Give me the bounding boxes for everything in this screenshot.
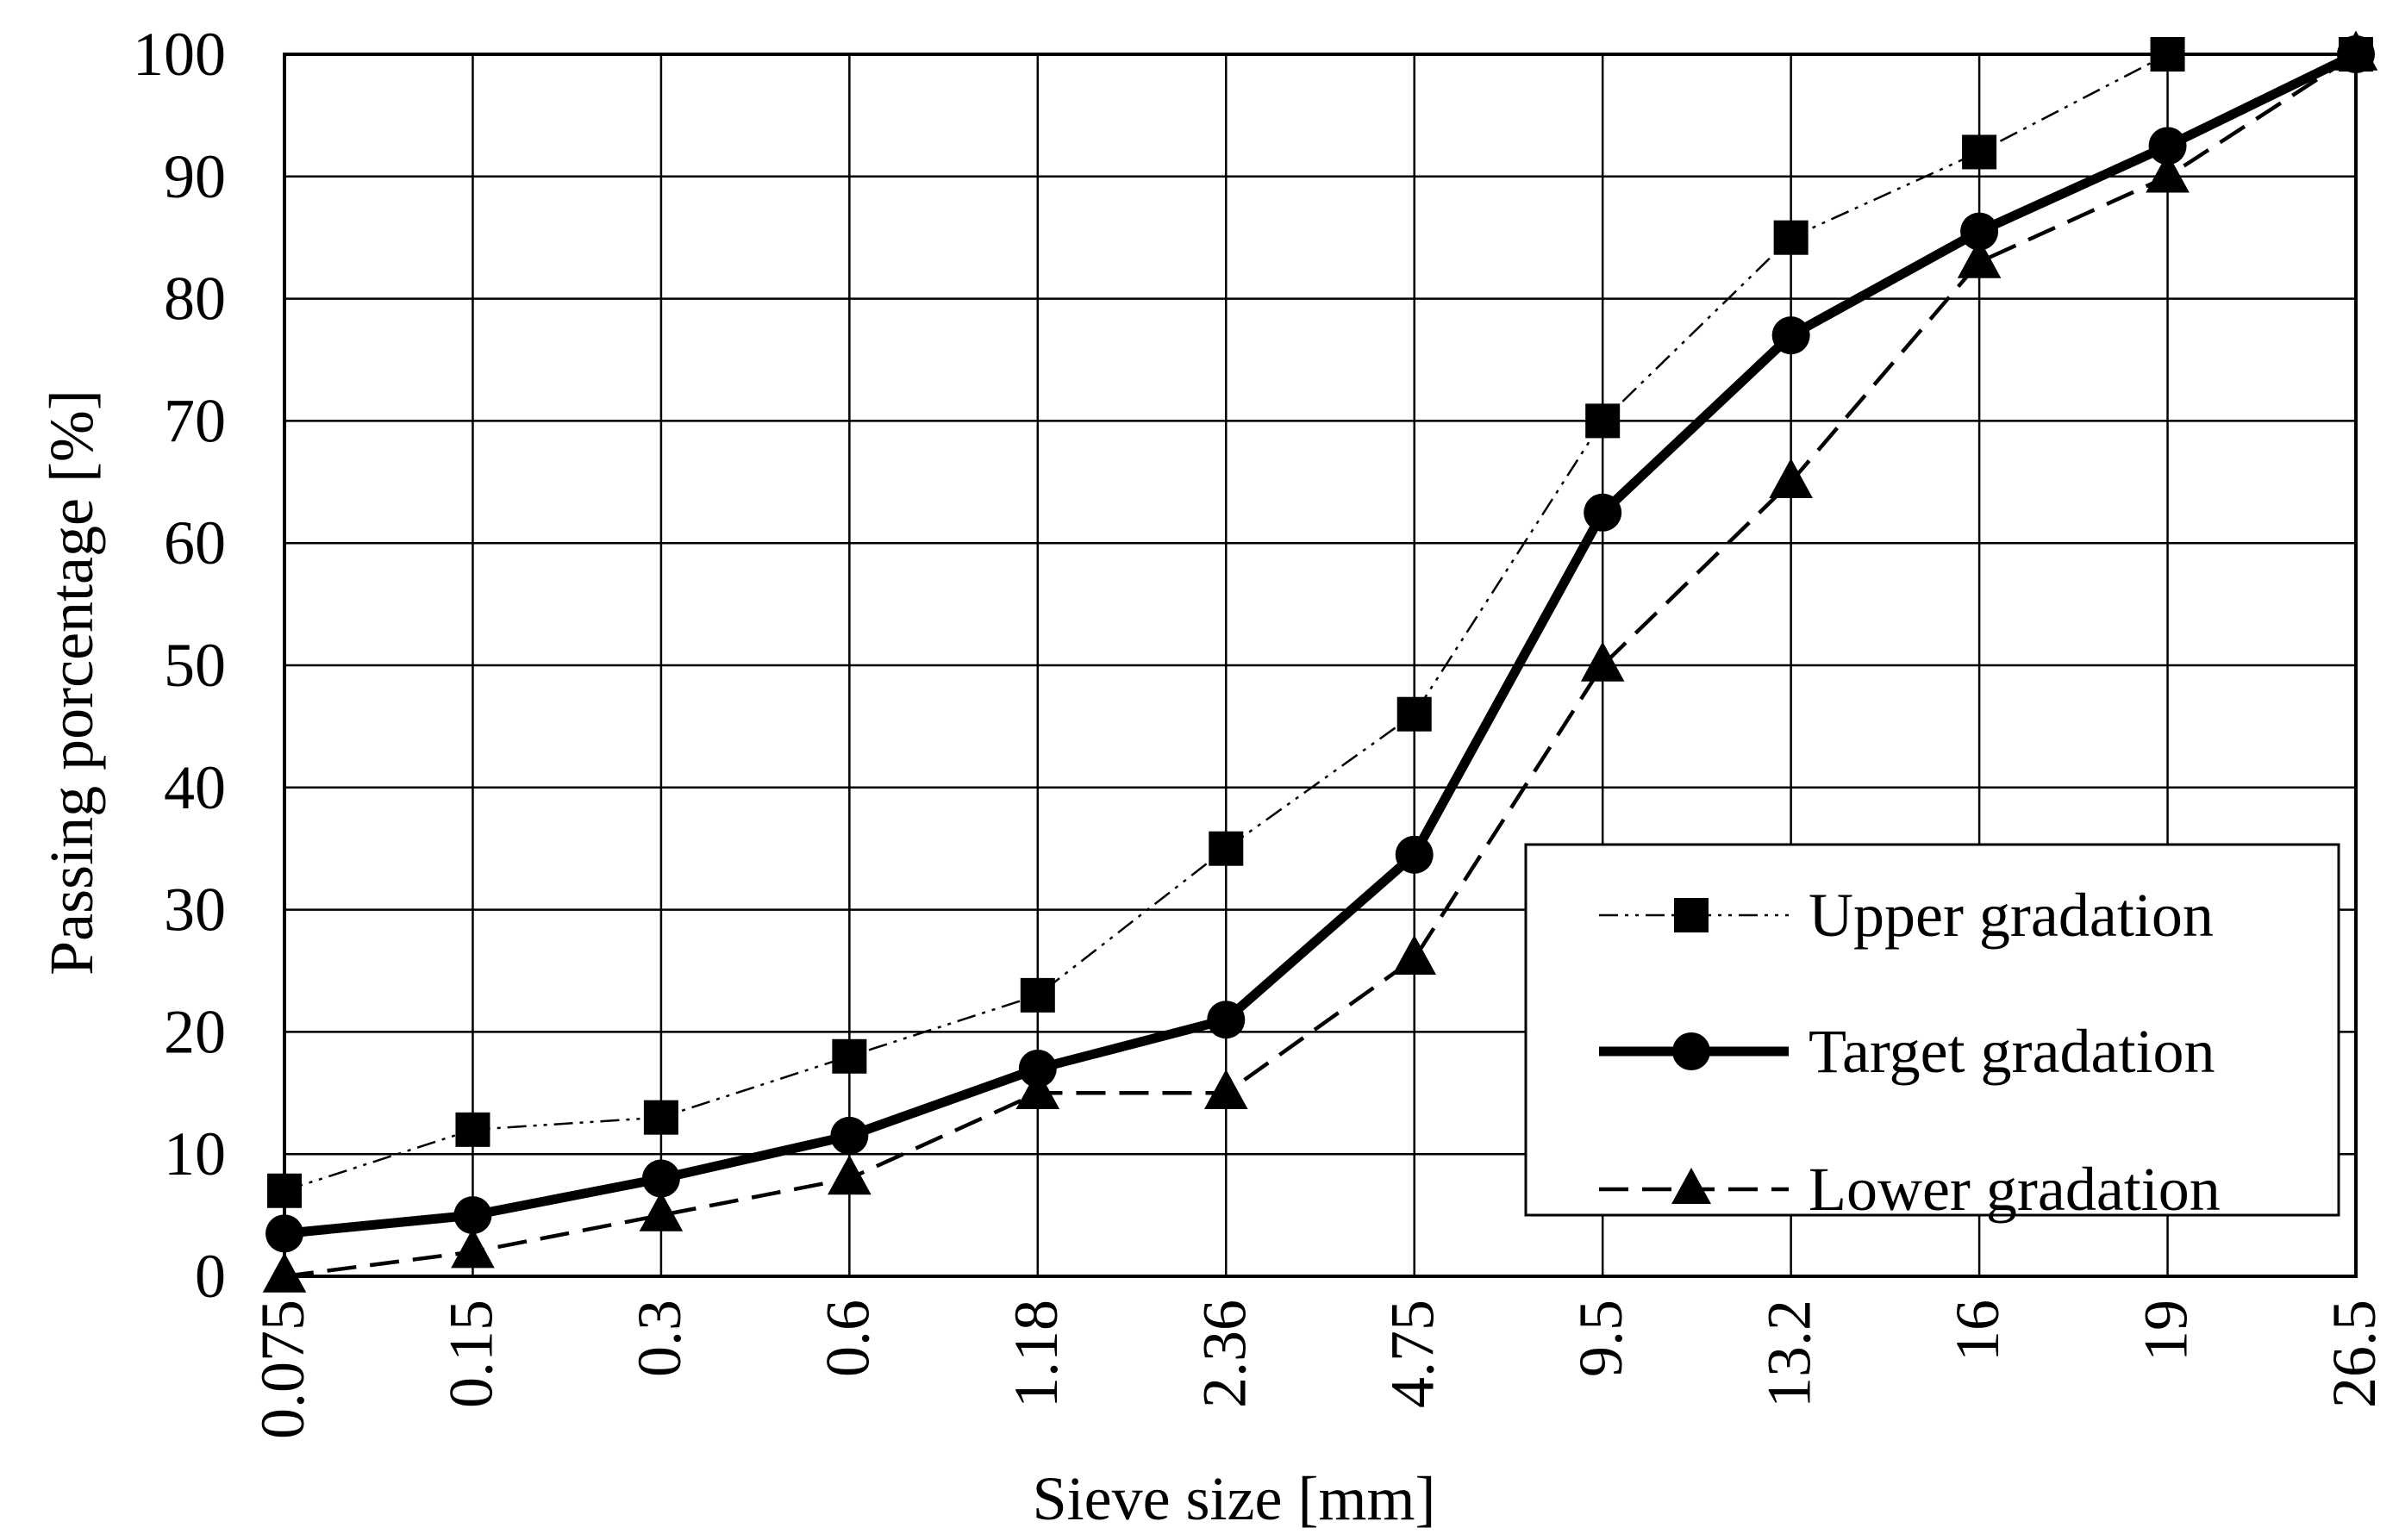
x-tick-label: 16 bbox=[1943, 1300, 2012, 1362]
data-point bbox=[1392, 934, 1437, 976]
legend-box bbox=[1524, 843, 2340, 1217]
y-tick-label: 90 bbox=[164, 142, 226, 211]
series-line bbox=[284, 53, 2358, 1279]
legend-marker bbox=[1674, 898, 1709, 932]
y-tick-label: 50 bbox=[164, 631, 226, 700]
data-point bbox=[832, 1038, 867, 1074]
x-tick-label: 19 bbox=[2132, 1300, 2201, 1362]
x-tick-label: 4.75 bbox=[1378, 1300, 1447, 1408]
legend-label: Lower gradation bbox=[1809, 1155, 2221, 1224]
data-point bbox=[1203, 1069, 1248, 1109]
y-axis-ticks: 0 10 20 30 40 50 60 70 80 90 100 bbox=[133, 20, 226, 1311]
x-axis-label: Sieve size [mm] bbox=[1033, 1464, 1436, 1533]
data-point bbox=[1957, 238, 2002, 278]
y-tick-label: 70 bbox=[164, 386, 226, 455]
x-tick-label: 9.5 bbox=[1566, 1300, 1635, 1377]
data-point bbox=[1585, 403, 1621, 439]
y-tick-label: 40 bbox=[164, 753, 226, 822]
y-tick-label: 60 bbox=[164, 508, 226, 577]
data-point bbox=[643, 1100, 678, 1135]
y-tick-label: 0 bbox=[195, 1242, 226, 1311]
y-tick-label: 30 bbox=[164, 876, 226, 945]
data-point bbox=[1018, 1049, 1057, 1088]
legend-label: Target gradation bbox=[1809, 1017, 2215, 1086]
data-point bbox=[1207, 1001, 1246, 1039]
x-tick-label: 0.3 bbox=[625, 1300, 694, 1377]
data-point bbox=[1396, 696, 1432, 732]
data-point bbox=[830, 1116, 869, 1155]
plot-frame bbox=[283, 53, 2358, 1278]
y-axis-label: Passing porcentage [%] bbox=[37, 390, 106, 976]
x-tick-label: 13.2 bbox=[1755, 1300, 1824, 1408]
legend: Upper gradation Target gradation Lower gra… bbox=[1524, 843, 2340, 1224]
x-tick-label: 0.075 bbox=[248, 1300, 317, 1439]
x-tick-label: 26.5 bbox=[2320, 1300, 2389, 1408]
data-point bbox=[2146, 153, 2190, 193]
data-point bbox=[1962, 134, 1997, 170]
y-tick-label: 20 bbox=[164, 997, 226, 1066]
data-point bbox=[1015, 1069, 1060, 1109]
data-point bbox=[455, 1112, 490, 1147]
data-point bbox=[828, 1155, 872, 1195]
legend-entry: Upper gradation bbox=[1599, 881, 2214, 950]
data-point bbox=[1395, 835, 1434, 874]
data-point bbox=[1209, 831, 1244, 866]
legend-entry: Target gradation bbox=[1599, 1017, 2215, 1086]
legend-entry: Lower gradation bbox=[1599, 1155, 2221, 1224]
x-tick-label: 0.15 bbox=[436, 1300, 505, 1408]
y-tick-label: 10 bbox=[164, 1119, 226, 1188]
series-lower-gradation bbox=[262, 30, 2378, 1293]
data-point bbox=[1771, 316, 1810, 355]
data-point bbox=[1584, 493, 1622, 532]
data-point bbox=[1960, 212, 1999, 251]
data-point bbox=[1580, 641, 1625, 682]
legend-marker bbox=[1671, 1168, 1711, 1204]
data-point bbox=[1773, 220, 1809, 255]
x-axis-ticks: 0.075 0.15 0.3 0.6 1.18 2.36 4.75 9.5 13.2 16 19 26… bbox=[248, 1300, 2389, 1439]
legend-marker bbox=[1672, 1032, 1710, 1070]
x-tick-label: 2.36 bbox=[1190, 1300, 1259, 1408]
data-point bbox=[2333, 30, 2378, 71]
series-target-gradation bbox=[266, 35, 2375, 1253]
y-tick-label: 80 bbox=[164, 265, 226, 334]
data-point bbox=[641, 1159, 680, 1198]
data-point bbox=[453, 1196, 492, 1235]
data-point bbox=[1020, 977, 1055, 1013]
x-tick-label: 1.18 bbox=[1002, 1300, 1071, 1408]
y-tick-label: 100 bbox=[133, 20, 226, 89]
data-point bbox=[1769, 458, 1813, 498]
x-tick-label: 0.6 bbox=[813, 1300, 882, 1377]
legend-label: Upper gradation bbox=[1809, 881, 2214, 950]
series-line bbox=[284, 50, 2358, 1238]
data-point bbox=[639, 1191, 684, 1231]
series-line bbox=[284, 53, 2356, 1192]
series-layer bbox=[262, 30, 2378, 1293]
data-point bbox=[2148, 127, 2187, 165]
data-point bbox=[451, 1228, 495, 1269]
